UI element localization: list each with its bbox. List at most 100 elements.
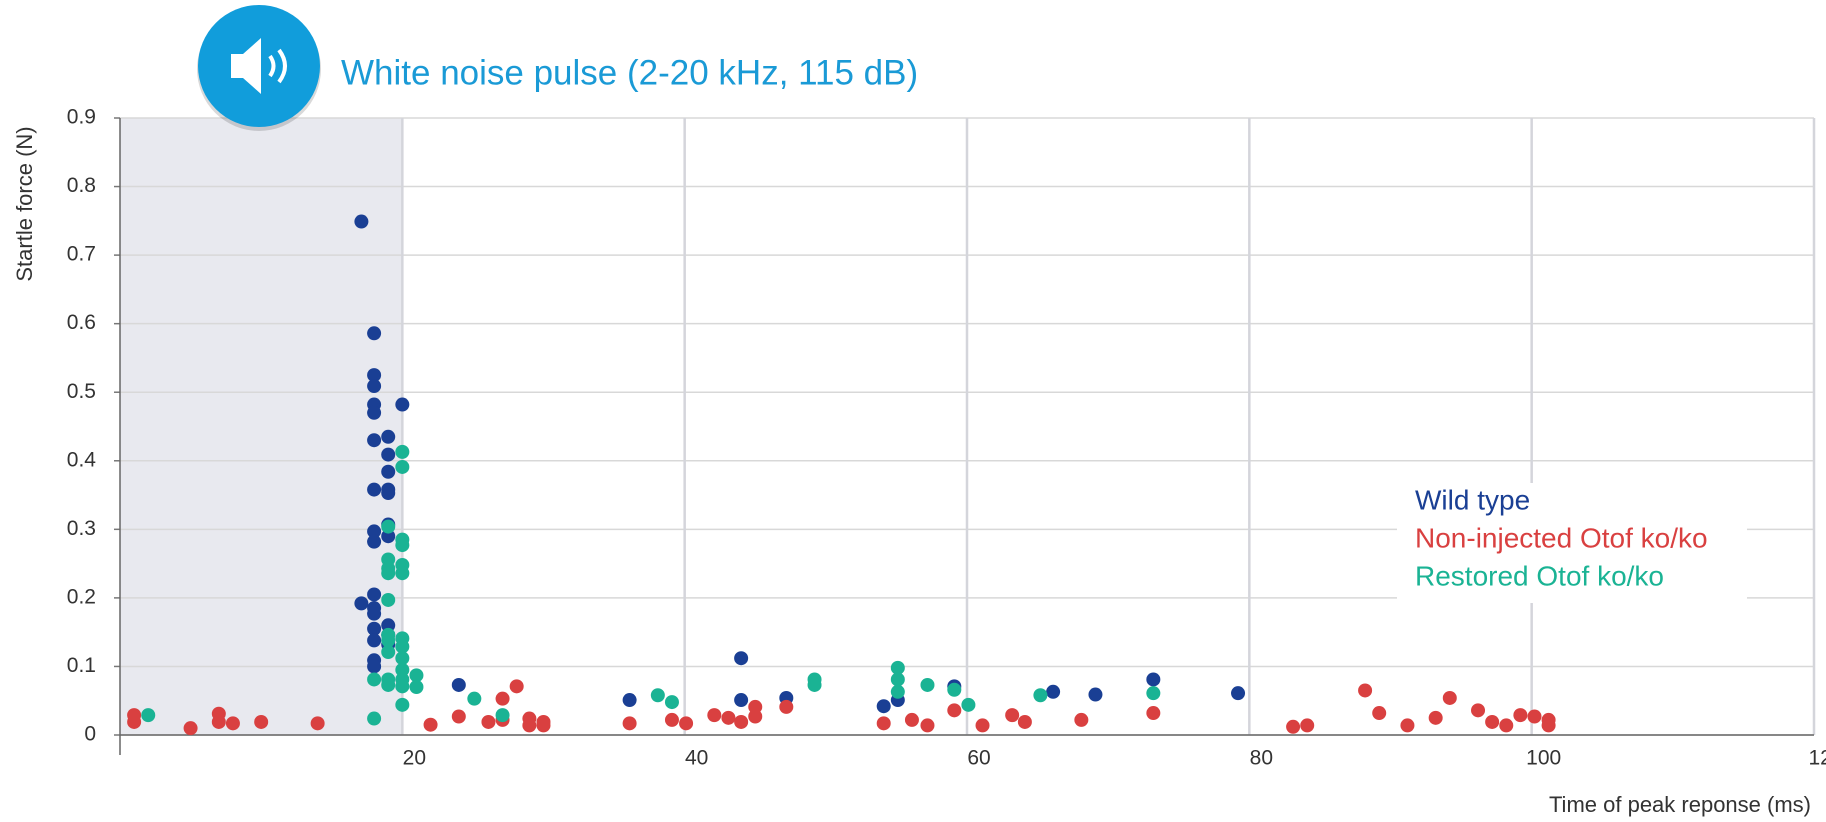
data-point — [622, 716, 637, 731]
data-point — [395, 444, 410, 459]
y-tick-label: 0.7 — [67, 243, 96, 266]
data-point — [395, 651, 410, 666]
data-point — [254, 714, 269, 729]
data-point — [183, 721, 198, 736]
data-point — [1074, 712, 1089, 727]
data-point — [1005, 708, 1020, 723]
data-point — [664, 712, 679, 727]
legend-entry: Non-injected Otof ko/ko — [1415, 522, 1708, 553]
data-point — [1527, 709, 1542, 724]
data-point — [395, 679, 410, 694]
data-point — [495, 708, 510, 723]
y-axis-label: Startle force (N) — [12, 126, 37, 281]
data-point — [367, 659, 382, 674]
data-point — [141, 708, 156, 723]
data-point — [1046, 684, 1061, 699]
x-tick-label: 80 — [1250, 747, 1273, 770]
data-point — [890, 660, 905, 675]
y-tick-label: 0.5 — [67, 380, 96, 403]
data-point — [975, 718, 990, 733]
data-point — [876, 699, 891, 714]
data-point — [1358, 683, 1373, 698]
data-point — [381, 566, 396, 581]
data-point — [495, 691, 510, 706]
data-point — [395, 397, 410, 412]
data-point — [367, 326, 382, 341]
data-point — [536, 718, 551, 733]
data-point — [679, 716, 694, 731]
data-point — [890, 672, 905, 687]
data-point — [367, 524, 382, 539]
data-point — [509, 679, 524, 694]
sound-icon — [197, 5, 321, 131]
data-point — [354, 596, 369, 611]
chart-title: White noise pulse (2-20 kHz, 115 dB) — [341, 53, 918, 92]
data-point — [225, 716, 240, 731]
data-point — [748, 699, 763, 714]
data-point — [381, 677, 396, 692]
data-point — [1017, 714, 1032, 729]
plot-background: 0 0.1 0.2 0.3 0.4 0.5 0.6 0.7 0.8 0.9 20 40 60 80 100 1… — [67, 106, 1826, 770]
data-point — [920, 677, 935, 692]
y-tick-label: 0.6 — [67, 311, 96, 334]
data-point — [381, 529, 396, 544]
data-point — [451, 709, 466, 724]
x-tick-label: 100 — [1526, 747, 1561, 770]
data-point — [381, 645, 396, 660]
data-point — [381, 633, 396, 648]
y-tick-label: 0.4 — [67, 448, 97, 471]
data-point — [947, 682, 962, 697]
data-point — [367, 405, 382, 420]
data-point — [381, 485, 396, 500]
y-tick-label: 0.1 — [67, 654, 96, 677]
data-point — [890, 684, 905, 699]
y-tick-label: 0.2 — [67, 585, 96, 608]
data-point — [409, 668, 424, 683]
data-point — [734, 714, 749, 729]
data-point — [1146, 686, 1161, 701]
data-point — [395, 697, 410, 712]
data-point — [423, 717, 438, 732]
data-point — [367, 482, 382, 497]
x-tick-label: 60 — [967, 747, 990, 770]
data-point — [381, 447, 396, 462]
data-point — [367, 368, 382, 383]
data-point — [381, 618, 396, 633]
data-point — [1146, 672, 1161, 687]
data-point — [395, 662, 410, 677]
data-point — [367, 587, 382, 602]
data-point — [395, 538, 410, 553]
data-point — [467, 691, 482, 706]
data-point — [807, 677, 822, 692]
data-point — [1372, 706, 1387, 721]
data-point — [1485, 714, 1500, 729]
y-tick-label: 0.8 — [67, 174, 96, 197]
data-point — [1471, 703, 1486, 718]
data-point — [354, 214, 369, 229]
data-point — [779, 699, 794, 714]
data-point — [650, 688, 665, 703]
plot-marks — [127, 214, 1556, 736]
data-point — [1499, 718, 1514, 733]
data-point — [1146, 706, 1161, 721]
data-point — [920, 718, 935, 733]
legend-entry: Wild type — [1415, 484, 1530, 515]
data-point — [1286, 719, 1301, 734]
x-tick-label: 40 — [685, 747, 708, 770]
data-point — [367, 379, 382, 394]
data-point — [381, 519, 396, 534]
data-point — [395, 566, 410, 581]
x-tick-label: 120 — [1808, 747, 1826, 770]
data-point — [367, 534, 382, 549]
data-point — [1428, 710, 1443, 725]
data-point — [904, 712, 919, 727]
data-point — [1088, 687, 1103, 702]
data-point — [1513, 708, 1528, 723]
x-axis-label: Time of peak reponse (ms) — [1549, 792, 1811, 817]
data-point — [481, 714, 496, 729]
y-tick-label: 0.9 — [67, 106, 96, 129]
data-point — [211, 714, 226, 729]
legend-box — [1397, 483, 1747, 603]
data-point — [381, 464, 396, 479]
